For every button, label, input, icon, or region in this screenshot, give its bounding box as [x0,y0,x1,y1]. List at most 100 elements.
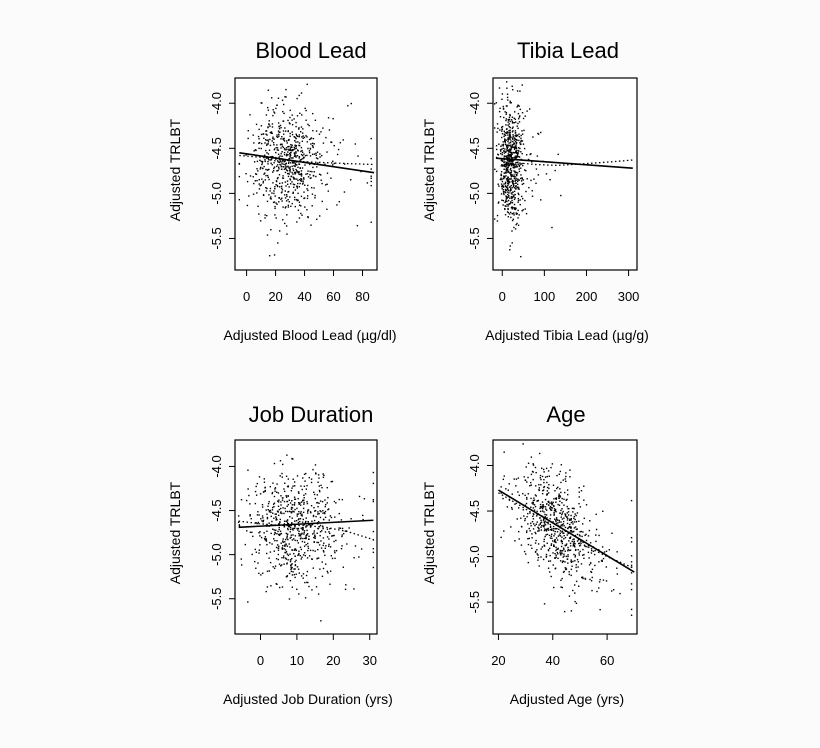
data-point [248,195,250,197]
data-point [515,478,518,480]
data-point [309,523,311,526]
data-point [560,194,562,197]
data-point [605,566,608,568]
data-point [295,168,297,171]
data-point [518,121,521,123]
data-point [298,201,301,203]
data-point [287,165,289,168]
data-point [254,502,257,505]
data-point [530,524,532,527]
data-point [554,530,556,533]
data-point [568,571,570,573]
data-point [503,451,505,453]
data-point [327,117,330,119]
data-point [575,580,578,583]
data-point [505,196,508,198]
scatter-points [500,443,633,616]
data-point [536,553,538,555]
data-point [278,127,281,130]
data-point [291,522,293,524]
data-point [502,199,505,202]
data-point [278,196,280,199]
data-point [303,178,305,180]
data-point [314,464,317,466]
data-point [513,182,515,185]
data-point [513,174,515,176]
data-point [509,148,511,150]
data-point [332,117,334,120]
data-point [539,503,542,506]
data-point [269,197,272,200]
data-point [275,529,277,531]
data-point [245,499,248,502]
data-point [276,136,278,138]
data-point [532,515,534,518]
data-point [282,120,284,122]
data-point [564,567,566,569]
data-point [277,130,280,132]
data-point [277,553,280,556]
data-point [253,161,256,163]
data-point [279,155,281,157]
data-point [258,138,260,140]
data-point [514,146,516,148]
data-point [513,478,515,480]
data-point [531,520,534,523]
data-point [307,542,309,545]
data-point [517,117,520,120]
data-point [516,179,518,181]
data-point [282,497,284,499]
data-point [565,568,567,571]
data-point [577,538,580,541]
data-point [278,230,281,232]
data-point [274,488,276,490]
data-point [314,194,316,197]
data-point [276,540,278,542]
data-point [512,191,514,193]
data-point [277,505,280,507]
data-point [317,520,320,523]
data-point [289,132,291,135]
data-point [508,138,510,140]
data-point [269,159,271,161]
data-point [300,177,302,180]
data-point [547,470,550,472]
data-point [296,221,298,223]
data-point [315,515,317,518]
data-point [279,160,282,163]
data-point [517,201,519,203]
data-point [508,203,510,206]
data-point [516,90,519,92]
data-point [537,527,540,529]
data-point [275,513,278,515]
data-point [317,557,320,559]
data-point [497,154,500,156]
data-point [555,517,558,519]
data-point [506,146,508,149]
data-point [261,178,263,180]
data-point [579,535,581,537]
data-point [299,173,302,176]
data-point [316,166,318,168]
data-point [509,189,512,191]
data-point [568,573,570,576]
data-point [287,206,290,208]
data-point [323,474,325,477]
data-point [563,610,566,613]
data-point [322,473,324,475]
data-point [293,148,295,151]
data-point [501,130,503,132]
data-point [350,179,352,181]
data-point [313,491,315,494]
data-point [559,488,561,490]
chart-title: Blood Lead [255,38,366,63]
data-point [273,505,275,508]
data-point [370,137,372,140]
data-point [293,538,295,540]
data-point [286,183,289,186]
data-point [294,520,296,522]
data-point [553,544,555,546]
data-point [301,149,303,152]
data-point [517,178,519,180]
data-point [372,530,375,533]
